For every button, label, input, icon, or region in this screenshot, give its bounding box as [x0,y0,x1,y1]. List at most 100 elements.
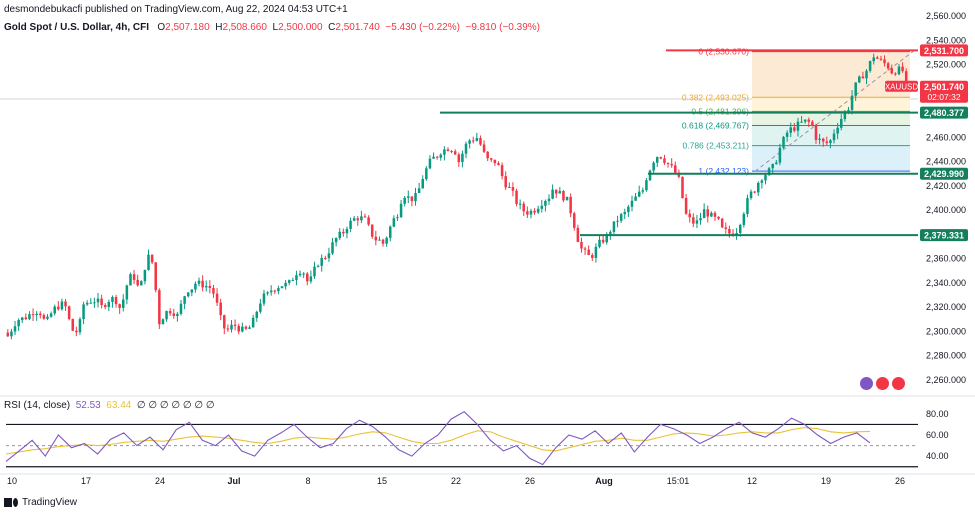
tradingview-logo-icon [4,498,18,507]
candle-body [551,189,554,199]
fib-zone-band [752,111,910,126]
candle-body [320,257,323,266]
candle-body [785,132,789,137]
candle-body [526,211,529,215]
fib-level-label: 1 (2,432.123) [698,166,749,176]
candle-body [554,189,558,194]
candle-body [158,290,161,325]
candle-body [201,280,204,288]
candle-body [241,326,244,332]
candle-body [821,138,825,142]
price-tick-label: 2,460.000 [926,132,966,142]
candle-body [904,71,908,84]
candle-body [767,168,771,176]
candle-body [681,176,684,198]
candle-body [150,254,154,263]
candle-body [161,319,165,325]
symbol-title[interactable]: Gold Spot / U.S. Dollar, 4h, CFI [4,22,150,33]
candle-body [114,297,118,305]
candle-body [601,239,605,243]
candle-body [457,154,461,163]
candle-body [760,180,764,183]
candle-body [244,326,248,329]
candle-body [544,200,547,206]
close-value: 2,501.740 [335,22,380,33]
candle-body [764,175,767,181]
rsi-empty-values: ∅ ∅ ∅ ∅ ∅ ∅ ∅ [136,400,215,411]
candle-body [814,125,818,140]
price-tick-label: 2,300.000 [926,326,966,336]
candle-body [616,220,619,222]
us-flag-icon-2[interactable] [892,377,905,390]
candle-body [28,314,31,320]
candle-body [811,121,814,126]
price-tick-label: 2,560.000 [926,11,966,21]
candle-body [753,191,756,193]
candle-body [612,221,616,233]
price-level-tag [920,167,968,180]
candle-body [6,332,10,337]
candle-body [706,209,710,217]
candle-body [558,190,562,194]
candle-body [471,140,475,142]
price-level-label: 2,379.331 [924,231,964,241]
candle-body [861,76,865,79]
candle-body [378,239,381,241]
candle-body [67,306,71,320]
candle-body [345,228,349,234]
candle-body [818,138,821,140]
candle-body [407,196,410,198]
rsi-title[interactable]: RSI (14, close) [4,400,71,411]
candle-body [529,210,533,215]
candle-body [64,301,67,307]
fib-zone-band [752,51,910,98]
candle-body [605,234,608,243]
us-flag-icon[interactable] [876,377,889,390]
candle-body [204,285,208,288]
candle-body [482,144,486,152]
candle-body [782,136,785,148]
candle-body [197,280,201,284]
candle-body [677,172,681,177]
candle-body [508,187,511,189]
candle-body [796,121,800,131]
candle-body [96,298,100,303]
candle-body [237,325,240,332]
candle-body [269,290,273,293]
lightning-icon[interactable] [860,377,873,390]
candle-body [515,190,518,205]
candle-body [129,274,132,286]
candle-body [172,313,176,317]
fib-level-label: 0 (2,530.670) [698,47,749,57]
open-label: O [157,22,166,33]
candle-body [540,205,544,209]
candle-body [226,328,230,330]
candle-body [356,218,360,221]
candle-body [85,302,89,305]
candle-body [298,273,302,276]
candle-body [75,330,78,333]
time-tick-label: Jul [227,476,240,486]
candle-body [720,218,724,228]
candle-body [872,57,875,62]
candle-body [215,293,219,303]
candle-body [536,208,540,213]
time-tick-label: 26 [895,476,905,486]
candle-body [699,218,702,221]
candle-body [13,326,17,332]
candle-body [435,156,439,158]
candle-body [248,327,251,329]
rsi-value: 52.53 [75,400,101,411]
candle-body [24,317,28,320]
candle-body [803,119,807,122]
candle-body [832,133,836,141]
candle-body [854,82,857,96]
candle-body [883,59,886,64]
candle-body [295,275,298,281]
candle-body [425,168,428,180]
candle-body [825,141,829,144]
candle-body [717,216,720,219]
candle-body [360,216,363,221]
rsi-tick-label: 40.00 [926,451,949,461]
